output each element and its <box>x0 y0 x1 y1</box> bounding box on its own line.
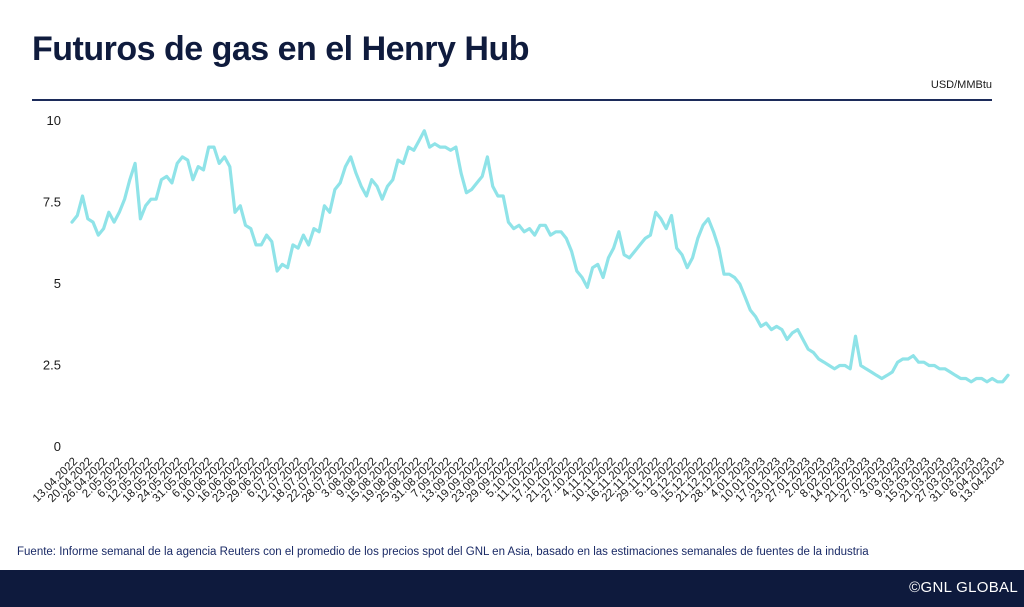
y-axis-ticks: 0 2.5 5 7.5 10 <box>43 113 61 454</box>
x-axis-ticks: 13.04.202220.04.202226.04.20222.05.20226… <box>31 456 1007 505</box>
chart-series <box>70 129 1010 384</box>
y-tick-label: 0 <box>54 439 61 454</box>
footer-bar: ©GNL GLOBAL <box>0 570 1024 607</box>
page-title: Futuros de gas en el Henry Hub <box>32 30 529 68</box>
y-tick-label: 5 <box>54 276 61 291</box>
brand-logo: ©GNL GLOBAL <box>909 579 1018 596</box>
y-tick-label: 10 <box>47 113 61 128</box>
y-tick-label: 2.5 <box>43 358 61 373</box>
series-line <box>70 129 1010 384</box>
y-tick-label: 7.5 <box>43 195 61 210</box>
title-divider <box>32 99 992 101</box>
source-note: Fuente: Informe semanal de la agencia Re… <box>17 546 869 558</box>
unit-label: USD/MMBtu <box>930 79 992 91</box>
line-chart: 0 2.5 5 7.5 10 13.04.202220.04.202226.04.202… <box>31 113 1010 505</box>
